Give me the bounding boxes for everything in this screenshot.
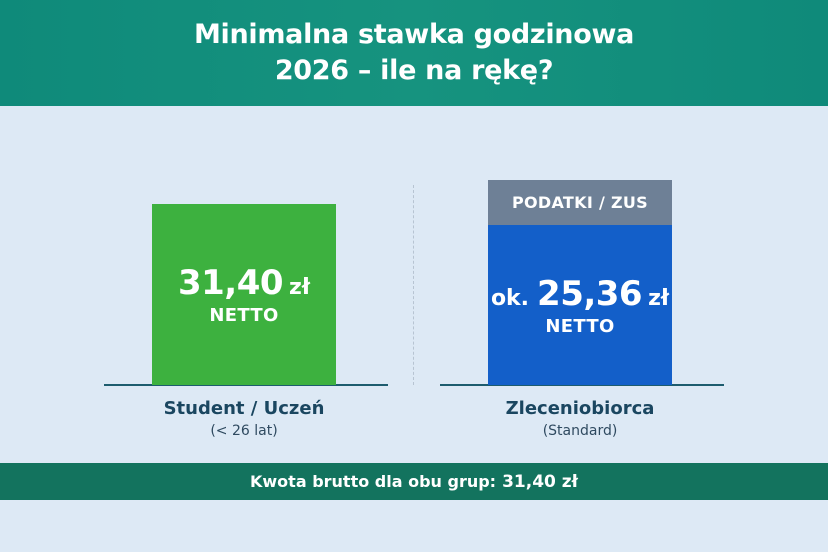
student-net-bar: 31,40 zł NETTO	[152, 204, 336, 385]
student-group-label: Student / Uczeń	[163, 398, 325, 419]
contractor-amount-prefix: ok.	[490, 285, 530, 311]
contractor-label-block: Zleceniobiorca (Standard)	[450, 397, 710, 441]
header-banner: Minimalna stawka godzinowa 2026 – ile na…	[0, 0, 828, 106]
footer-banner: Kwota brutto dla obu grup: 31,40 zł	[0, 463, 828, 500]
contractor-amount: ok. 25,36 zł	[491, 274, 669, 314]
student-netto-label: NETTO	[209, 305, 279, 326]
page-title-line2: 2026 – ile na rękę?	[274, 55, 554, 86]
left-baseline	[104, 384, 388, 386]
tax-segment: PODATKI / ZUS	[488, 180, 672, 225]
contractor-group-sub: (Standard)	[542, 423, 618, 439]
student-amount-unit: zł	[289, 275, 310, 300]
footer-value: 31,40 zł	[502, 471, 578, 492]
contractor-group-label: Zleceniobiorca	[505, 398, 655, 419]
student-amount-value: 31,40	[177, 263, 284, 303]
center-divider	[413, 185, 414, 385]
contractor-net-bar: ok. 25,36 zł NETTO	[488, 225, 672, 385]
contractor-netto-label: NETTO	[545, 315, 615, 337]
contractor-amount-value: 25,36	[537, 273, 643, 314]
student-group-sub: (< 26 lat)	[210, 423, 278, 439]
contractor-amount-unit: zł	[648, 285, 670, 311]
student-amount: 31,40 zł	[178, 263, 310, 303]
student-label-block: Student / Uczeń (< 26 lat)	[114, 397, 374, 441]
page-title-line1: Minimalna stawka godzinowa	[193, 19, 635, 50]
right-baseline	[440, 384, 724, 386]
footer-text: Kwota brutto dla obu grup:	[250, 472, 497, 491]
